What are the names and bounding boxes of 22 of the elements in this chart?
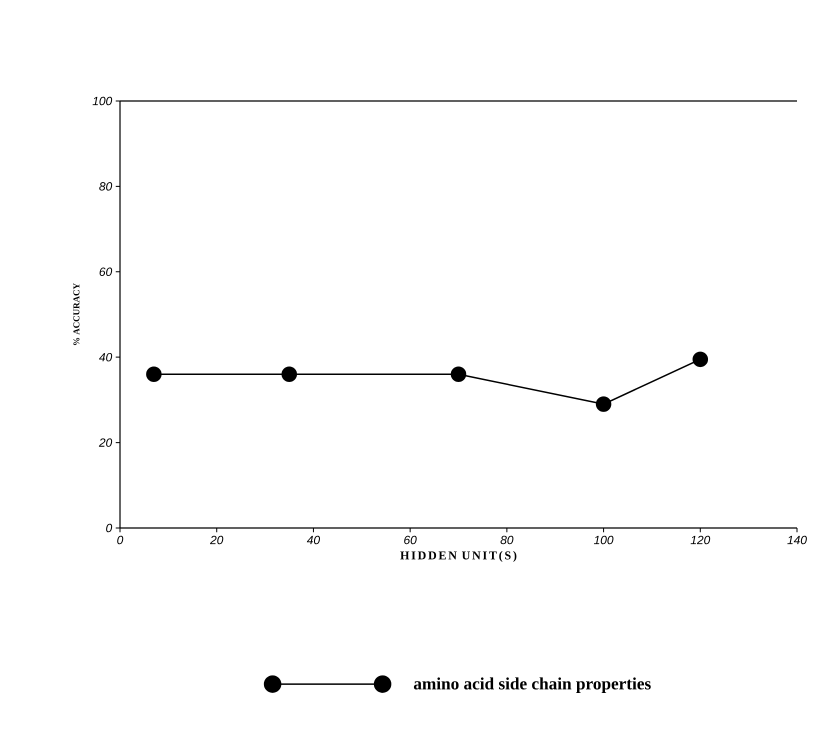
x-tick-label: 80 [500, 536, 514, 544]
x-tick-label: 40 [306, 536, 320, 544]
point [146, 366, 162, 382]
y-tick-label: 100 [92, 96, 112, 106]
x-tick-label: 140 [787, 536, 807, 544]
legend-label: amino acid side chain properties [414, 677, 651, 693]
x-tick-label: 60 [404, 536, 417, 544]
x-tick-label: 0 [117, 536, 124, 544]
y-axis-title: % ACCURACY [73, 283, 80, 346]
point [282, 366, 298, 382]
x-tick-label: 120 [690, 536, 710, 544]
y-tick-label: 40 [99, 352, 112, 362]
x-tick-label: 100 [594, 536, 614, 544]
point [450, 366, 466, 382]
point [692, 352, 708, 368]
y-tick-label: 0 [106, 524, 112, 532]
point [596, 396, 612, 412]
y-tick-label: 20 [98, 438, 112, 447]
x-axis-title: HIDDEN UNIT(S) [400, 551, 516, 562]
x-tick-label: 20 [210, 536, 224, 544]
y-tick-label: 80 [99, 182, 112, 191]
y-tick-label: 60 [100, 268, 112, 276]
